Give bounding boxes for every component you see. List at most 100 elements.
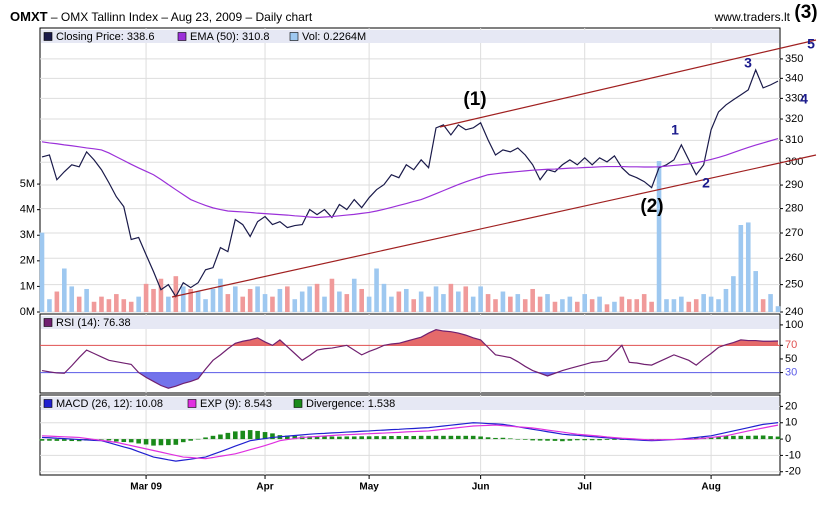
- bar: [381, 283, 387, 312]
- y-tick-label: 3M: [20, 229, 35, 241]
- series-line: [41, 68, 779, 298]
- bar: [604, 304, 610, 312]
- bar: [69, 439, 75, 442]
- y-tick-label: 340: [785, 72, 803, 84]
- y-tick-label: 320: [785, 113, 803, 125]
- bar: [240, 430, 246, 440]
- bar: [180, 439, 186, 443]
- panel: -20 -10 0 10 20 MACD (26, 12): 10.08 EXP (9): …: [39, 394, 801, 478]
- series-line: [41, 138, 779, 219]
- bar: [344, 436, 350, 440]
- bar: [389, 435, 394, 440]
- bar: [158, 278, 164, 312]
- annotation: 3: [744, 55, 752, 71]
- bar: [366, 296, 372, 312]
- bar: [649, 301, 654, 312]
- bar: [210, 435, 216, 440]
- series-line: [41, 329, 779, 389]
- bar: [485, 437, 491, 440]
- annotation: (1): [463, 89, 486, 110]
- bar: [745, 222, 751, 312]
- bar: [500, 291, 506, 312]
- bar: [151, 439, 156, 446]
- y-tick-label: 350: [785, 53, 803, 65]
- bar: [530, 288, 535, 312]
- bar: [485, 294, 491, 312]
- legend-swatch: [43, 399, 53, 408]
- bar: [218, 278, 223, 312]
- legend-label: MACD (26, 12): 10.08: [56, 398, 163, 410]
- bar: [255, 430, 260, 440]
- legend-label: Divergence: 1.538: [306, 398, 395, 410]
- bar: [396, 435, 402, 440]
- bar: [39, 439, 45, 441]
- y-tick-label: 70: [785, 339, 797, 351]
- bar: [76, 296, 82, 312]
- bar: [612, 301, 617, 312]
- bar: [121, 299, 127, 312]
- bar: [99, 296, 104, 312]
- bar: [128, 439, 134, 443]
- bar: [225, 294, 231, 312]
- bar: [508, 438, 513, 440]
- y-tick-label: 100: [785, 319, 803, 331]
- symbol: OMXT: [10, 9, 48, 24]
- bar: [106, 439, 112, 441]
- bar: [597, 296, 602, 312]
- bar: [166, 296, 171, 312]
- bar: [270, 433, 275, 440]
- bar: [433, 435, 439, 440]
- bar: [723, 435, 729, 440]
- legend-strip: [41, 30, 779, 43]
- title: – OMX Tallinn Index – Aug 23, 2009 – Dai…: [48, 10, 313, 24]
- bar: [307, 286, 312, 312]
- bar: [114, 439, 119, 442]
- bar: [456, 435, 461, 440]
- bar: [760, 435, 766, 440]
- bar: [411, 435, 417, 440]
- bar: [195, 291, 201, 312]
- bar: [359, 288, 364, 312]
- legend-label: EXP (9): 8.543: [200, 398, 272, 410]
- bar: [322, 436, 327, 440]
- annotation: (3): [794, 2, 817, 23]
- bar: [381, 436, 387, 440]
- bar: [121, 439, 127, 443]
- bar: [91, 301, 97, 312]
- bar: [403, 288, 409, 312]
- x-tick-label: Apr: [256, 482, 273, 493]
- site: www.traders.lt: [714, 10, 791, 24]
- bar: [374, 436, 379, 440]
- legend-swatch: [293, 399, 303, 408]
- bar: [143, 439, 149, 445]
- y-tick-label: 0: [785, 433, 791, 445]
- bar: [188, 439, 193, 441]
- y-tick-label: 250: [785, 279, 803, 291]
- legend-label: RSI (14): 76.38: [56, 317, 131, 329]
- bar: [69, 286, 75, 312]
- bar: [337, 436, 342, 440]
- legend-swatch: [187, 399, 197, 408]
- bar: [589, 439, 595, 441]
- bar: [597, 439, 602, 441]
- bar: [225, 432, 231, 440]
- bar: [679, 296, 684, 312]
- bar: [188, 288, 193, 312]
- x-tick-label: May: [359, 482, 379, 493]
- bar: [552, 301, 558, 312]
- bar: [760, 299, 766, 312]
- panel: 2402502602702802903003103203303403500M1M…: [20, 27, 803, 318]
- bar: [173, 276, 179, 312]
- bar: [418, 435, 424, 440]
- bar: [374, 268, 379, 312]
- y-tick-label: 280: [785, 202, 803, 214]
- series-line: [41, 424, 779, 460]
- bar: [634, 299, 640, 312]
- bar: [731, 276, 736, 312]
- bar: [745, 435, 751, 440]
- x-tick-label: Jul: [577, 482, 592, 493]
- legend-swatch: [43, 318, 53, 327]
- y-tick-label: 270: [785, 227, 803, 239]
